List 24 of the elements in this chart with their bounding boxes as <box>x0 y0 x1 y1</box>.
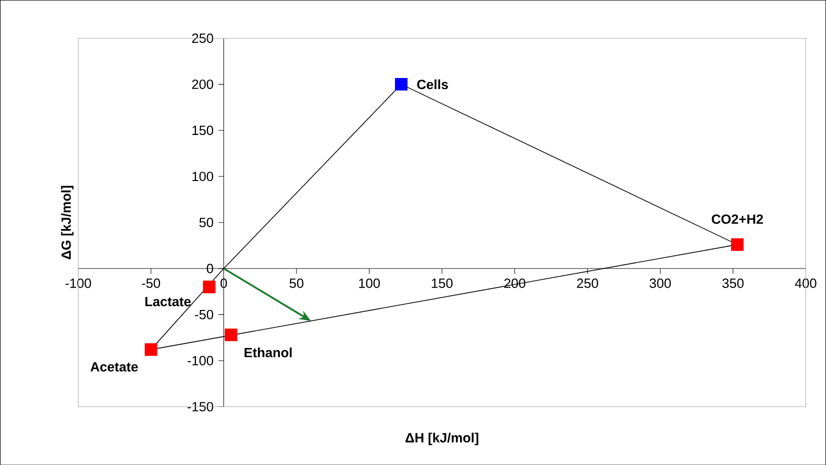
y-tick-label: -100 <box>188 356 214 366</box>
annotation: CO2+H2 <box>712 214 763 224</box>
x-tick-label: 300 <box>650 278 671 288</box>
x-tick-label: 50 <box>290 278 304 288</box>
y-tick-label: 0 <box>206 264 214 274</box>
x-tick-label: 100 <box>359 278 380 288</box>
annotation: Ethanol <box>244 347 292 358</box>
x-axis-title: ΔH [kJ/mol] <box>406 432 478 445</box>
y-tick-label: 150 <box>192 126 214 135</box>
x-tick-label: 150 <box>432 278 453 288</box>
x-tick-label: 400 <box>794 278 816 288</box>
y-tick-label: 200 <box>192 79 214 89</box>
y-tick-label: -50 <box>195 310 214 320</box>
annotation: Cells <box>417 79 448 90</box>
x-tick-label: 250 <box>577 278 598 288</box>
y-tick-label: 50 <box>199 218 214 228</box>
x-tick-label: 350 <box>722 278 744 288</box>
x-tick-label: -100 <box>65 278 92 288</box>
x-tick-label: -50 <box>142 278 160 288</box>
y-tick-label: 100 <box>192 172 214 182</box>
annotation: Acetate <box>90 362 138 372</box>
y-tick-label: -150 <box>188 402 214 412</box>
annotation: Lactate <box>145 296 191 306</box>
y-axis-title: ΔG [kJ/mol] <box>61 186 74 260</box>
